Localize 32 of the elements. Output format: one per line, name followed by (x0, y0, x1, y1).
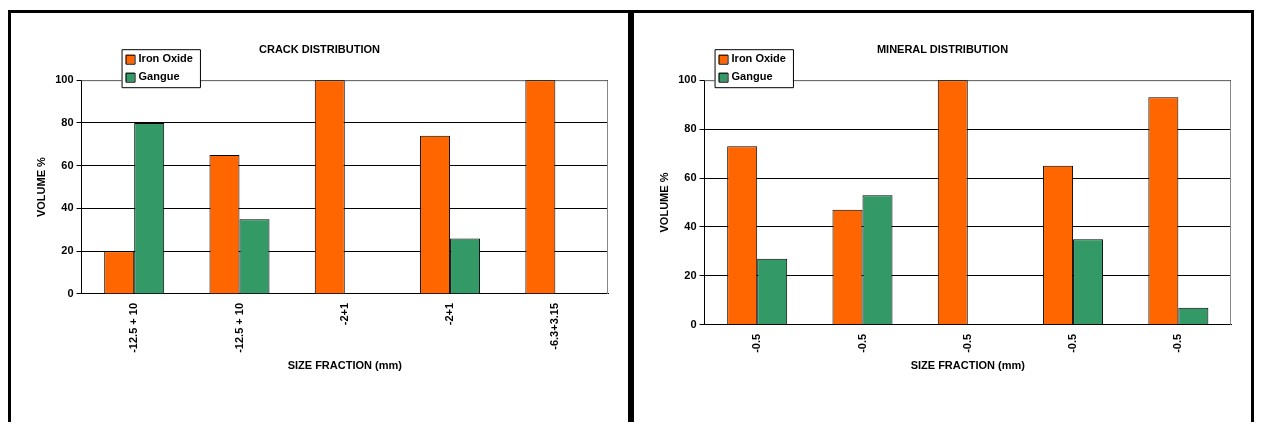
x-tick-label: -0.5 (1066, 333, 1079, 353)
x-tick-label: -12.5 + 10 (232, 302, 245, 353)
x-tick-label: -2+1 (443, 302, 456, 326)
y-tick-label: 0 (67, 286, 74, 299)
x-tick-label: -12.5 + 10 (127, 302, 140, 353)
x-axis-title: SIZE FRACTION (mm) (287, 359, 403, 372)
y-axis-title: VOLUME % (657, 172, 670, 233)
x-tick-label: -0.5 (750, 333, 763, 353)
y-tick-label: 100 (55, 73, 74, 86)
legend-label: Iron Oxide (731, 52, 786, 65)
x-tick-label: -2+1 (337, 302, 350, 326)
y-tick-label: 60 (61, 158, 74, 171)
x-tick-label: -0.5 (960, 333, 973, 353)
x-axis-title: SIZE FRACTION (mm) (910, 359, 1026, 372)
y-tick-label: 100 (678, 73, 697, 86)
y-axis-title: VOLUME % (34, 156, 47, 218)
legend-label: Iron Oxide (138, 52, 193, 65)
x-tick-label: -0.5 (1171, 333, 1184, 353)
y-tick-label: 0 (690, 317, 697, 330)
y-tick-label: 20 (684, 268, 697, 281)
x-tick-label: -0.5 (855, 333, 868, 353)
x-tick-label: -6.3+3.15 (548, 302, 561, 350)
y-tick-label: 80 (61, 115, 74, 128)
y-tick-label: 60 (684, 171, 697, 184)
y-tick-label: 40 (684, 220, 697, 233)
legend-label: Gangue (731, 70, 773, 83)
chart-title: MINERAL DISTRIBUTION (876, 42, 1009, 55)
y-tick-label: 20 (61, 244, 74, 257)
chart-title: CRACK DISTRIBUTION (259, 42, 381, 55)
legend-label: Gangue (138, 70, 180, 83)
y-tick-label: 40 (61, 201, 74, 214)
y-tick-label: 80 (684, 122, 697, 135)
